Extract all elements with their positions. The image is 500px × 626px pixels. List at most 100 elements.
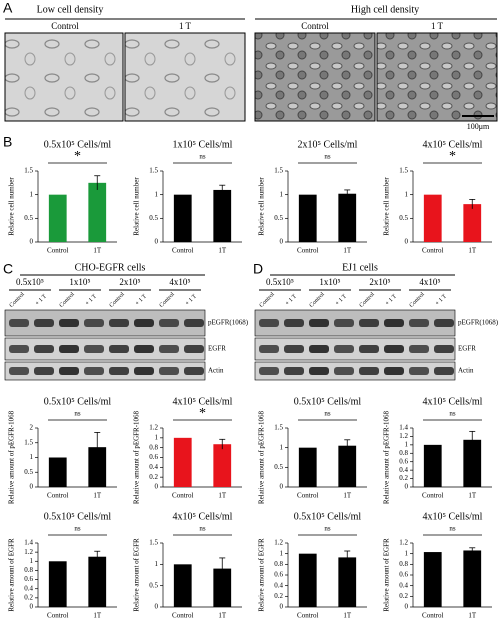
band (159, 345, 179, 353)
band (434, 367, 454, 375)
significance: ns (324, 153, 331, 161)
chart-title: 4x10⁵ Cells/ml (423, 139, 483, 150)
y-tick-label: 1 (280, 443, 284, 451)
blot (254, 361, 456, 381)
y-tick-label: 1.2 (399, 432, 408, 440)
band (34, 367, 54, 375)
y-tick-label: 1 (155, 560, 159, 568)
band (84, 367, 104, 375)
lane-group: 4x10⁵ (419, 277, 440, 287)
band (259, 367, 279, 375)
chart-title: 4x10⁵ Cells/ml (173, 396, 233, 407)
bar (423, 552, 442, 607)
band (409, 345, 429, 353)
y-tick-label: 0.5 (149, 581, 158, 589)
y-tick-label: 0.6 (149, 453, 158, 461)
y-tick-label: 0 (280, 603, 284, 611)
y-axis-label: Relative amount of EGFR (133, 538, 141, 612)
band (184, 319, 204, 327)
band (9, 319, 29, 327)
band (9, 367, 29, 375)
significance: ns (324, 410, 331, 418)
band (334, 345, 354, 353)
chart-title: 0.5x10⁵ Cells/ml (44, 511, 112, 522)
y-axis-label: Relative amount of EGFR (8, 538, 16, 612)
y-tick-label: 1.4 (399, 424, 408, 432)
x-tick-label: 1T (468, 247, 477, 255)
blot-label: EGFR (458, 345, 476, 353)
band (384, 367, 404, 375)
bar (298, 194, 317, 242)
x-tick-label: 1T (218, 612, 227, 620)
y-tick-label: 0.2 (149, 473, 158, 481)
chart-title: 2x10⁵ Cells/ml (298, 139, 358, 150)
bar (173, 437, 192, 487)
lane-label: Control (309, 291, 326, 308)
lane-label: Control (409, 291, 426, 308)
blot-label: pEGFR(1068) (208, 319, 249, 327)
band (259, 345, 279, 353)
bar (338, 557, 357, 607)
y-tick-label: 0.4 (399, 581, 408, 589)
scale-label: 100μm (467, 122, 490, 131)
panel-letter: B (3, 134, 12, 150)
micrograph (124, 32, 246, 122)
band (184, 367, 204, 375)
band (309, 367, 329, 375)
x-tick-label: Control (47, 247, 68, 255)
bar (88, 182, 107, 242)
bar (213, 444, 232, 487)
y-axis-label: Relative cell number (258, 177, 266, 236)
y-tick-label: 0 (155, 483, 159, 491)
significance: ns (74, 410, 81, 418)
y-tick-label: 0 (30, 483, 34, 491)
lane-group: 2x10⁵ (369, 277, 390, 287)
blot-label: Actin (458, 367, 474, 375)
y-tick-label: 0.8 (399, 560, 408, 568)
panel-letter: D (253, 261, 263, 277)
lane-label: Control (9, 291, 26, 308)
y-tick-label: 0.5 (149, 214, 158, 222)
x-tick-label: Control (47, 492, 68, 500)
image-label: 1 T (179, 21, 192, 31)
x-tick-label: Control (422, 492, 443, 500)
y-tick-label: 0 (280, 483, 284, 491)
band (109, 345, 129, 353)
y-tick-label: 1.5 (274, 424, 283, 432)
lane-group: 1x10⁵ (319, 277, 340, 287)
lane-label: Control (109, 291, 126, 308)
chart-title: 4x10⁵ Cells/ml (423, 511, 483, 522)
bar (298, 447, 317, 487)
x-tick-label: Control (172, 492, 193, 500)
lane-label: Control (59, 291, 76, 308)
y-tick-label: 0 (405, 238, 409, 246)
x-tick-label: Control (422, 612, 443, 620)
bar (88, 447, 107, 487)
y-tick-label: 2 (30, 424, 34, 432)
y-axis-label: Relative cell number (133, 177, 141, 236)
y-tick-label: 0 (30, 238, 34, 246)
chart-title: 1x10⁵ Cells/ml (173, 139, 233, 150)
y-tick-label: 0.5 (274, 214, 283, 222)
lane-label: + 1 T (285, 293, 299, 307)
bar (48, 561, 67, 607)
significance: ns (449, 525, 456, 533)
x-tick-label: 1T (93, 247, 102, 255)
band (359, 345, 379, 353)
y-tick-label: 0.8 (24, 566, 33, 574)
y-tick-label: 0 (280, 238, 284, 246)
lane-group: 1x10⁵ (69, 277, 90, 287)
lane-label: + 1 T (385, 293, 399, 307)
y-tick-label: 0.2 (274, 592, 283, 600)
y-axis-label: Relative amount of EGFR (258, 538, 266, 612)
y-tick-label: 0 (155, 238, 159, 246)
band (259, 319, 279, 327)
y-tick-label: 1 (405, 440, 409, 448)
y-tick-label: 0.8 (149, 443, 158, 451)
y-tick-label: 1.5 (149, 539, 158, 547)
band (384, 345, 404, 353)
y-tick-label: 0 (405, 483, 409, 491)
lane-label: + 1 T (135, 293, 149, 307)
x-tick-label: Control (297, 612, 318, 620)
y-axis-label: Relative amount of pEGFR-1068 (133, 410, 141, 504)
